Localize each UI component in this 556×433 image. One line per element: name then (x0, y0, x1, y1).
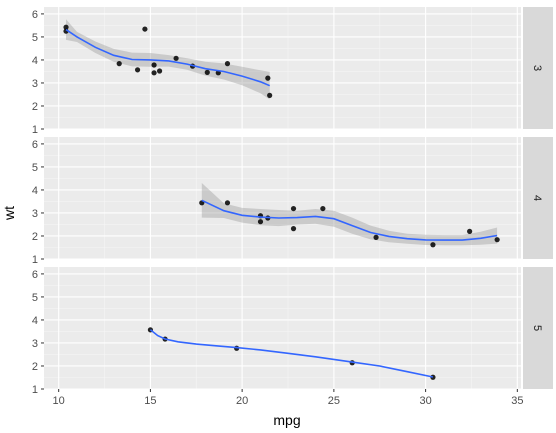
facet-strip (523, 7, 553, 129)
y-axis-title: wt (1, 206, 17, 221)
facet-panel: 3 (44, 7, 553, 130)
data-point (134, 67, 141, 73)
data-point (224, 61, 231, 67)
y-tick-label: 3 (32, 338, 38, 350)
data-point (142, 26, 148, 32)
smooth-line (201, 199, 498, 241)
x-tick-label: 25 (328, 395, 340, 407)
data-point (173, 55, 179, 61)
y-tick-label: 2 (32, 361, 38, 373)
panel-background (44, 267, 521, 389)
data-point (290, 205, 297, 212)
y-tick-label: 4 (32, 185, 38, 197)
y-tick-label: 5 (32, 32, 38, 44)
data-point (494, 237, 500, 243)
data-point (373, 234, 379, 240)
panels-layer: 3 4 5 (44, 7, 553, 390)
facet-strip-label: 3 (531, 65, 543, 71)
x-tick-label: 35 (511, 395, 523, 407)
y-tick-label: 6 (32, 269, 38, 281)
x-tick-label: 15 (144, 395, 156, 407)
x-axis-title: mpg (273, 412, 300, 428)
y-tick-label: 6 (32, 9, 38, 21)
y-tick-label: 4 (32, 55, 38, 67)
data-point (63, 24, 69, 30)
data-point (204, 69, 210, 75)
y-tick-label: 6 (32, 139, 38, 151)
confidence-band (66, 19, 270, 100)
data-point (320, 205, 326, 212)
data-point (467, 228, 473, 234)
y-tick-label: 1 (32, 384, 38, 396)
y-tick-label: 1 (32, 124, 38, 136)
facet-panel: 4 (44, 137, 553, 260)
y-tick-label: 4 (32, 315, 38, 327)
y-tick-label: 2 (32, 231, 38, 243)
data-point (116, 61, 122, 67)
data-point (151, 70, 157, 76)
facet-strip-label: 5 (531, 325, 543, 331)
smooth-line (65, 28, 271, 87)
y-tick-label: 5 (32, 162, 38, 174)
data-point (224, 200, 231, 206)
smooth-line (149, 329, 434, 378)
panel-background (44, 137, 521, 259)
x-tick-label: 30 (419, 395, 431, 407)
y-tick-label: 3 (32, 78, 38, 90)
facet-strip (523, 137, 553, 259)
data-point (290, 226, 297, 232)
data-point (151, 62, 157, 68)
y-tick-label: 5 (32, 292, 38, 304)
y-tick-label: 1 (32, 254, 38, 266)
data-point (430, 242, 436, 248)
axes-layer: 1 2 3 4 5 6 1 2 3 4 5 6 1 2 3 4 5 6 10 15 20 25 30 35 (32, 9, 524, 407)
data-point (267, 92, 273, 98)
data-point (257, 219, 264, 225)
facet-panel: 5 (44, 267, 553, 390)
panel-background (44, 7, 521, 129)
facet-strip-label: 4 (531, 195, 543, 201)
x-tick-label: 10 (53, 395, 65, 407)
x-tick-label: 20 (236, 395, 248, 407)
data-point (265, 75, 271, 81)
facet-strip (523, 267, 553, 389)
y-tick-label: 2 (32, 101, 38, 113)
data-point (156, 68, 163, 74)
y-tick-label: 3 (32, 208, 38, 220)
